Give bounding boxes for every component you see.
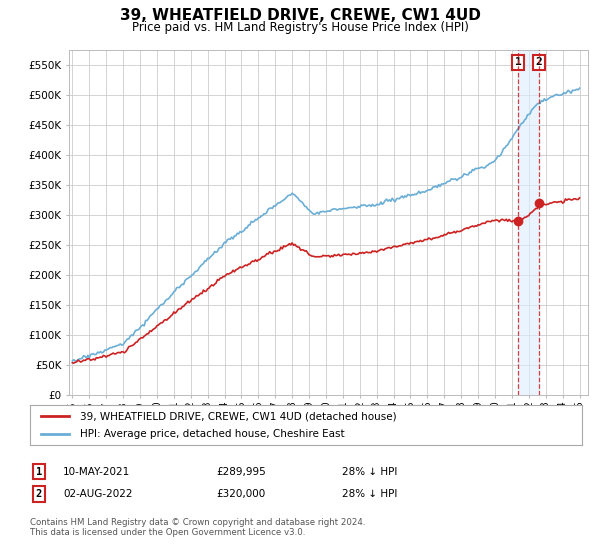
Text: 28% ↓ HPI: 28% ↓ HPI xyxy=(342,466,397,477)
Text: 1: 1 xyxy=(36,466,42,477)
Text: 39, WHEATFIELD DRIVE, CREWE, CW1 4UD: 39, WHEATFIELD DRIVE, CREWE, CW1 4UD xyxy=(119,8,481,24)
Text: Contains HM Land Registry data © Crown copyright and database right 2024.
This d: Contains HM Land Registry data © Crown c… xyxy=(30,518,365,538)
Text: 28% ↓ HPI: 28% ↓ HPI xyxy=(342,489,397,499)
Bar xyxy=(518,50,539,395)
Text: 2: 2 xyxy=(36,489,42,499)
Text: HPI: Average price, detached house, Cheshire East: HPI: Average price, detached house, Ches… xyxy=(80,429,344,439)
Text: 1: 1 xyxy=(515,57,521,67)
Text: £320,000: £320,000 xyxy=(216,489,265,499)
Text: 2: 2 xyxy=(535,57,542,67)
Text: 39, WHEATFIELD DRIVE, CREWE, CW1 4UD (detached house): 39, WHEATFIELD DRIVE, CREWE, CW1 4UD (de… xyxy=(80,411,397,421)
Text: 10-MAY-2021: 10-MAY-2021 xyxy=(63,466,130,477)
Text: 02-AUG-2022: 02-AUG-2022 xyxy=(63,489,133,499)
Text: £289,995: £289,995 xyxy=(216,466,266,477)
Text: Price paid vs. HM Land Registry's House Price Index (HPI): Price paid vs. HM Land Registry's House … xyxy=(131,21,469,34)
